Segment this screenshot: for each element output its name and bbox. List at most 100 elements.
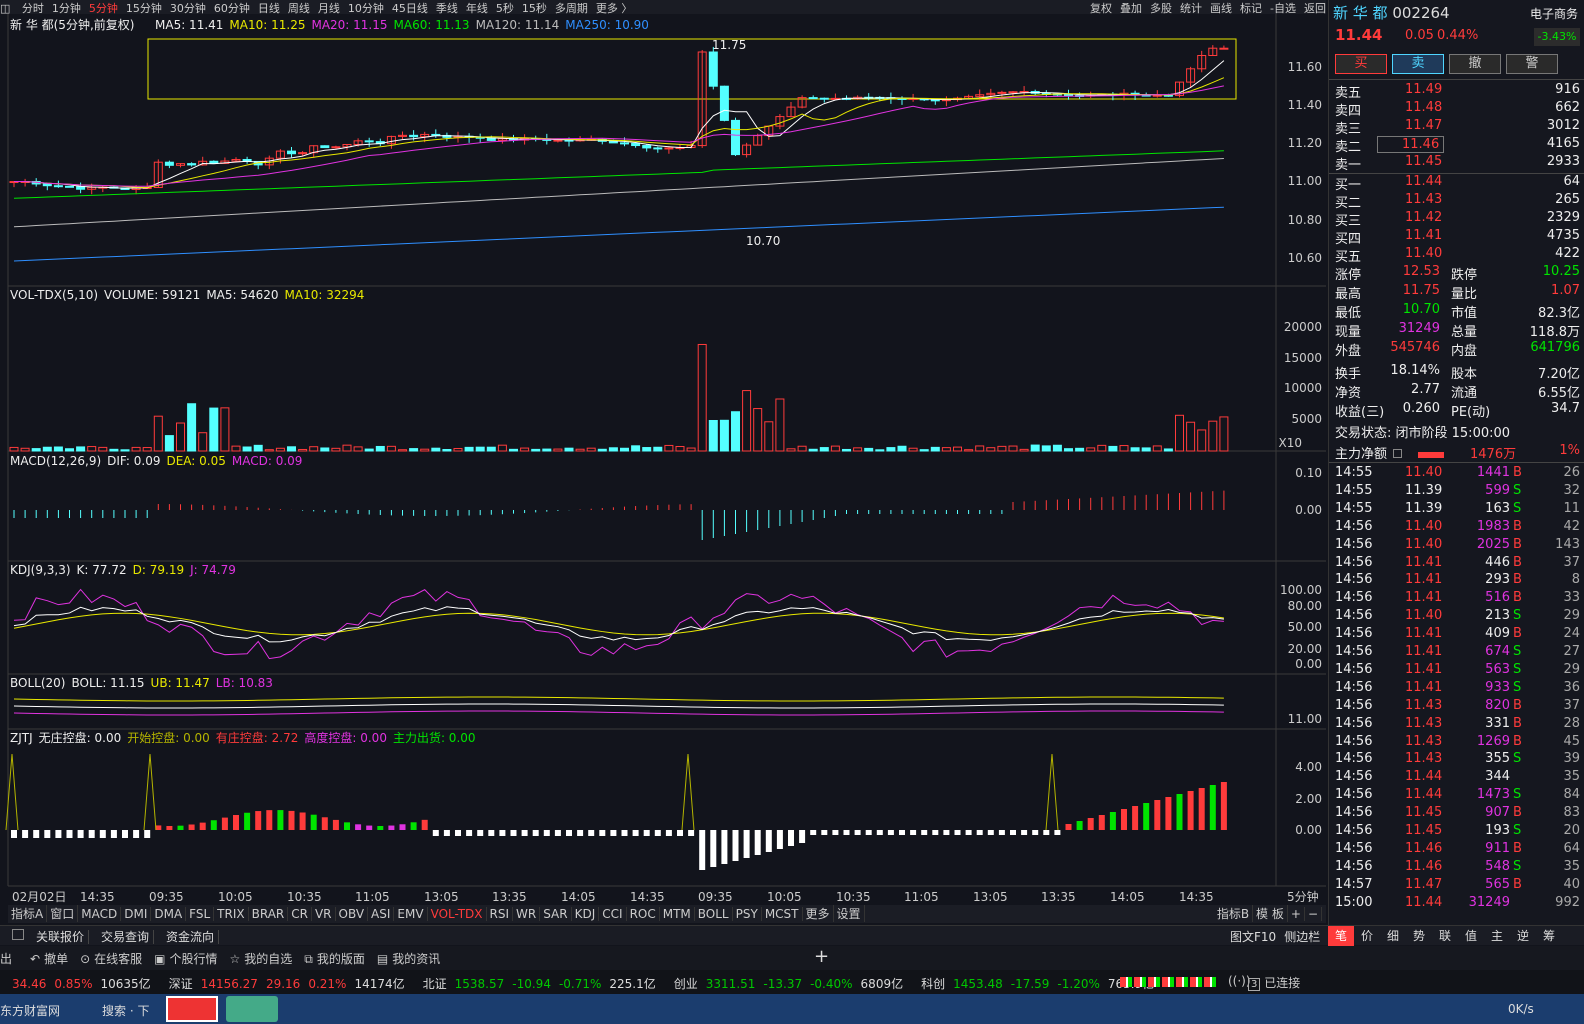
kline-chart[interactable]: 新 华 都(5分钟,前复权) MA5: 11.41 MA10: 11.25 MA20… xyxy=(0,14,1326,905)
indicator-tab[interactable]: VR xyxy=(312,907,336,921)
period-tab[interactable]: 季线 xyxy=(435,2,458,14)
period-tab[interactable]: 月线 xyxy=(317,2,340,14)
indicator-tab[interactable]: 更多 xyxy=(803,905,834,922)
indicator-tab[interactable]: 窗口 xyxy=(47,905,79,922)
index-item[interactable]: 深证 14156.27 29.16 0.21% 14174亿 xyxy=(169,977,405,991)
tick-list[interactable]: 14:55 11.40 1441 B 26 14:55 11.39 599 S 32 14:55 11… xyxy=(1329,463,1584,913)
indicator-tab[interactable]: PSY xyxy=(733,907,762,921)
indicator-right-tab[interactable]: + xyxy=(1288,907,1305,921)
bottom-tab[interactable]: 交易查询 xyxy=(97,930,155,944)
bid-row[interactable]: 买四 11.41 4735 xyxy=(1335,228,1580,247)
top-action[interactable]: -自选 xyxy=(1270,2,1296,15)
add-icon[interactable]: + xyxy=(814,946,830,967)
indicator-tab[interactable]: CR xyxy=(288,907,312,921)
bottom-right-tab[interactable]: 图文F10 xyxy=(1230,930,1277,944)
index-item[interactable]: 创业 3311.51 -13.37 -0.40% 6809亿 xyxy=(674,977,903,991)
window-icon[interactable]: ◫ xyxy=(0,2,11,14)
top-action[interactable]: 复权 xyxy=(1090,2,1113,15)
app-icon[interactable] xyxy=(166,996,218,1022)
side-tab[interactable]: 逆 xyxy=(1516,929,1529,943)
indicator-tab[interactable]: KDJ xyxy=(572,907,600,921)
indicator-right-tab[interactable]: 指标B xyxy=(1214,905,1254,922)
period-tab[interactable]: 45日线 xyxy=(391,2,428,14)
indicator-tab[interactable]: ROC xyxy=(627,907,660,921)
toolbar-item[interactable]: ☆ 我的自选 xyxy=(230,950,293,967)
period-tab[interactable]: 周线 xyxy=(287,2,310,14)
top-action[interactable]: 多股 xyxy=(1150,2,1173,15)
indicator-tab[interactable]: RSI xyxy=(487,907,514,921)
period-tab[interactable]: 更多 〉 xyxy=(595,2,633,14)
browser-icon[interactable] xyxy=(226,996,278,1022)
indicator-tab[interactable]: 指标A xyxy=(8,905,48,922)
chart-area[interactable]: 新 华 都(5分钟,前复权) MA5: 11.41 MA10: 11.25 MA20… xyxy=(0,14,1326,905)
indicator-tab[interactable]: SAR xyxy=(540,907,572,921)
period-tab[interactable]: 日线 xyxy=(257,2,280,14)
top-action[interactable]: 返回 xyxy=(1304,2,1326,15)
side-tab[interactable]: 细 xyxy=(1386,929,1399,943)
bottom-tab[interactable]: 关联报价 xyxy=(32,930,90,944)
toolbar-item[interactable]: ↶ 撤单 xyxy=(30,950,68,967)
trade-button[interactable]: 撤 xyxy=(1449,54,1501,74)
indicator-tab[interactable]: BOLL xyxy=(695,907,733,921)
ask-row[interactable]: 卖四 11.48 662 xyxy=(1335,100,1580,119)
period-tab[interactable]: 15分钟 xyxy=(125,2,162,14)
toolbar-item[interactable]: ⧉ 我的版面 xyxy=(304,950,365,967)
trade-button[interactable]: 警 xyxy=(1506,54,1558,74)
period-tab[interactable]: 15秒 xyxy=(521,2,547,14)
indicator-tab[interactable]: DMA xyxy=(151,907,187,921)
indicator-tab[interactable]: MACD xyxy=(78,907,122,921)
bottom-right-tab[interactable]: 侧边栏 xyxy=(1284,930,1321,944)
bottom-tab[interactable]: 资金流向 xyxy=(162,930,220,944)
period-tab[interactable]: 1分钟 xyxy=(51,2,81,14)
index-item[interactable]: 北证 1538.57 -10.94 -0.71% 225.1亿 xyxy=(423,977,656,991)
period-tab[interactable]: 60分钟 xyxy=(213,2,250,14)
period-tab[interactable]: 多周期 xyxy=(554,2,588,14)
indicator-tab[interactable]: WR xyxy=(513,907,541,921)
indicator-tab[interactable]: 设置 xyxy=(834,905,865,922)
ask-row[interactable]: 卖三 11.47 3012 xyxy=(1335,118,1580,137)
bid-row[interactable]: 买五 11.40 422 xyxy=(1335,246,1580,265)
side-tab[interactable]: 势 xyxy=(1412,929,1425,943)
toolbar-item[interactable]: ▣ 个股行情 xyxy=(154,950,217,967)
side-tab[interactable]: 价 xyxy=(1360,929,1373,943)
side-tab[interactable]: 笔 xyxy=(1328,926,1354,946)
indicator-right-tab[interactable]: − xyxy=(1305,907,1322,921)
top-action[interactable]: 标记 xyxy=(1240,2,1263,15)
top-action[interactable]: 画线 xyxy=(1210,2,1233,15)
ask-row[interactable]: 卖二 11.46 4165 xyxy=(1335,136,1580,155)
side-tab[interactable]: 筹 xyxy=(1542,929,1555,943)
toolbar-item[interactable]: ⊙ 在线客服 xyxy=(80,950,142,967)
ask-row[interactable]: 卖一 11.45 2933 xyxy=(1335,154,1580,173)
indicator-tab[interactable]: BRAR xyxy=(249,907,289,921)
indicator-tab[interactable]: FSL xyxy=(186,907,215,921)
bid-row[interactable]: 买二 11.43 265 xyxy=(1335,192,1580,211)
indicator-tab[interactable]: MCST xyxy=(762,907,803,921)
trade-button[interactable]: 卖 xyxy=(1392,54,1444,74)
ask-row[interactable]: 卖五 11.49 916 xyxy=(1335,82,1580,101)
panel-toggle-icon[interactable] xyxy=(12,929,24,940)
period-tab[interactable]: 30分钟 xyxy=(169,2,206,14)
indicator-tab[interactable]: CCI xyxy=(599,907,627,921)
side-tab[interactable]: 主 xyxy=(1490,929,1503,943)
checkbox-icon[interactable] xyxy=(1393,449,1403,458)
indicator-tab[interactable]: MTM xyxy=(660,907,695,921)
side-tab[interactable]: 联 xyxy=(1438,929,1451,943)
side-tab[interactable]: 值 xyxy=(1464,929,1477,943)
indicator-tab[interactable]: TRIX xyxy=(214,907,249,921)
period-tab[interactable]: 年线 xyxy=(465,2,488,14)
period-tab[interactable]: 5分钟 xyxy=(88,2,118,14)
bid-row[interactable]: 买三 11.42 2329 xyxy=(1335,210,1580,229)
indicator-tab[interactable]: VOL-TDX xyxy=(428,907,487,921)
indicator-tab[interactable]: DMI xyxy=(121,907,152,921)
toolbar-item[interactable]: ▤ 我的资讯 xyxy=(377,950,440,967)
period-tab[interactable]: 5秒 xyxy=(495,2,514,14)
indicator-tab[interactable]: EMV xyxy=(394,907,428,921)
indicator-right-tab[interactable]: 模 板 xyxy=(1253,905,1288,922)
period-tab[interactable]: 10分钟 xyxy=(347,2,384,14)
indicator-tab[interactable]: OBV xyxy=(336,907,369,921)
bid-row[interactable]: 买一 11.44 64 xyxy=(1335,174,1580,193)
indicator-tab[interactable]: ASI xyxy=(368,907,395,921)
top-action[interactable]: 统计 xyxy=(1180,2,1203,15)
top-action[interactable]: 叠加 xyxy=(1120,2,1143,15)
period-tab[interactable]: 分时 xyxy=(21,2,44,14)
